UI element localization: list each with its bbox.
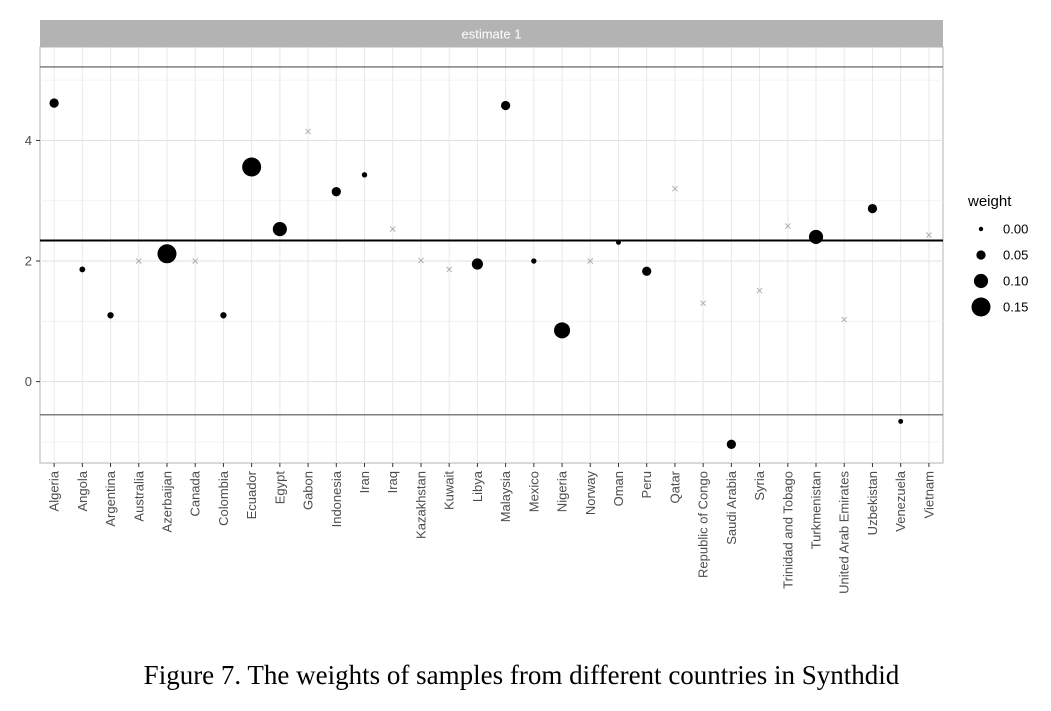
x-tick-label: Indonesia xyxy=(329,470,344,527)
x-tick-label: Uzbekistan xyxy=(865,471,880,535)
x-tick-label: Canada xyxy=(188,470,203,516)
y-tick-label: 0 xyxy=(25,374,32,389)
x-tick-label: Iran xyxy=(357,471,372,493)
point-weighted xyxy=(361,172,368,178)
point-zero-weight xyxy=(587,258,594,264)
legend-key xyxy=(978,226,984,232)
legend-key xyxy=(976,250,986,260)
legend-title: weight xyxy=(967,193,1012,210)
x-tick-label: Angola xyxy=(75,470,90,511)
x-tick-label: Australia xyxy=(131,470,146,521)
point-weighted xyxy=(867,203,878,214)
point-weighted xyxy=(898,418,904,424)
facet-label: estimate 1 xyxy=(462,27,522,42)
point-zero-weight xyxy=(756,287,763,294)
x-tick-label: Malaysia xyxy=(498,470,513,522)
figure-caption: Figure 7. The weights of samples from di… xyxy=(143,660,900,690)
x-tick-label: Vietnam xyxy=(921,471,936,518)
x-tick-label: United Arab Emirates xyxy=(837,471,852,594)
point-weighted xyxy=(242,157,262,177)
point-zero-weight xyxy=(135,258,142,264)
x-tick-label: Egypt xyxy=(272,471,287,505)
point-weighted xyxy=(531,258,537,264)
x-tick-label: Libya xyxy=(470,470,485,502)
x-tick-label: Kazakhstan xyxy=(413,471,428,539)
point-weighted xyxy=(331,187,341,197)
point-weighted xyxy=(49,98,59,108)
point-weighted xyxy=(157,244,177,264)
point-weighted xyxy=(272,222,287,237)
point-zero-weight xyxy=(925,232,932,239)
x-tick-label: Saudi Arabia xyxy=(724,470,739,544)
point-zero-weight xyxy=(418,257,424,264)
x-tick-label: Turkmenistan xyxy=(809,471,824,549)
x-tick-label: Venezuela xyxy=(893,470,908,531)
legend-label: 0.05 xyxy=(1003,248,1028,263)
point-zero-weight xyxy=(672,185,678,192)
point-zero-weight xyxy=(841,316,848,323)
y-tick-label: 4 xyxy=(25,133,32,148)
x-tick-label: Colombia xyxy=(216,470,231,526)
x-tick-label: Algeria xyxy=(47,470,62,511)
point-zero-weight xyxy=(700,300,707,307)
x-tick-label: Republic of Congo xyxy=(696,471,711,578)
point-weighted xyxy=(107,312,114,319)
chart: estimate 1 0 2 4 Algeria Angola Argentina Austr… xyxy=(25,20,1028,594)
x-tick-label: Gabon xyxy=(301,471,316,510)
x-tick-label: Kuwait xyxy=(442,471,457,510)
x-tick-label: Peru xyxy=(639,471,654,498)
legend-label: 0.00 xyxy=(1003,222,1028,237)
x-tick-label: Ecuador xyxy=(244,470,259,519)
point-zero-weight xyxy=(784,223,791,229)
legend-label: 0.15 xyxy=(1003,300,1028,315)
point-zero-weight xyxy=(192,258,199,264)
point-weighted xyxy=(616,239,621,245)
point-weighted xyxy=(642,266,652,276)
point-weighted xyxy=(471,258,483,270)
plot-panel xyxy=(39,46,944,464)
point-weighted xyxy=(500,100,511,111)
point-weighted xyxy=(79,266,86,273)
x-tick-label: Trinidad and Tobago xyxy=(780,471,795,589)
point-weighted xyxy=(808,229,824,244)
x-tick-label: Argentina xyxy=(103,470,118,526)
x-tick-label: Oman xyxy=(611,471,626,506)
x-tick-label: Norway xyxy=(583,471,598,516)
y-tick-label: 2 xyxy=(25,254,32,269)
point-zero-weight xyxy=(305,128,311,135)
point-zero-weight xyxy=(446,266,453,273)
legend-key xyxy=(973,273,989,289)
x-tick-label: Nigeria xyxy=(555,470,570,512)
x-tick-label: Syria xyxy=(752,470,767,500)
x-tick-label: Mexico xyxy=(526,471,541,512)
legend-label: 0.10 xyxy=(1003,274,1028,289)
point-weighted xyxy=(220,312,227,319)
legend-key xyxy=(971,297,991,317)
point-weighted xyxy=(554,322,571,339)
x-tick-label: Azerbaijan xyxy=(159,471,174,532)
point-zero-weight xyxy=(389,226,396,232)
x-tick-label: Iraq xyxy=(385,471,400,493)
facet-strip xyxy=(40,20,943,47)
x-tick-label: Qatar xyxy=(667,470,682,503)
point-weighted xyxy=(726,439,736,449)
